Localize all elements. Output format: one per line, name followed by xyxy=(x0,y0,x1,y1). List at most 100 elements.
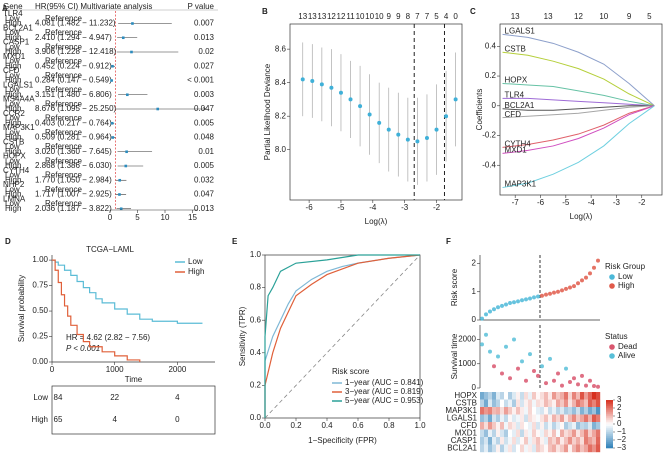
heat-cell xyxy=(564,429,569,438)
panel-letter: B xyxy=(262,7,268,16)
row-label: CFD xyxy=(461,421,478,430)
heat-cell xyxy=(532,392,537,400)
heat-cell xyxy=(512,429,517,438)
heat-cell xyxy=(592,399,597,408)
heat-cell xyxy=(544,392,549,400)
heat-cell xyxy=(560,407,565,415)
top-count: 12 xyxy=(574,12,583,21)
top-count: 9 xyxy=(396,12,401,21)
heat-cell xyxy=(588,429,593,438)
heat-cell xyxy=(552,429,557,438)
heat-cell xyxy=(580,437,585,445)
table-header: Gene xyxy=(3,2,23,11)
path-label: MXD1 xyxy=(505,145,528,154)
heat-cell xyxy=(524,407,529,415)
panel-letter: F xyxy=(446,237,451,246)
heat-cell xyxy=(568,429,573,438)
colorbar-step xyxy=(606,444,613,447)
point xyxy=(532,295,536,300)
level-label: High xyxy=(5,133,21,142)
heat-cell xyxy=(508,422,513,430)
heat-cell xyxy=(484,444,489,453)
heat-cell xyxy=(580,414,585,423)
point xyxy=(572,284,576,289)
heat-cell xyxy=(580,407,585,415)
hr-label: 3.906 (1.228 − 12.418) xyxy=(35,47,117,56)
hr-label: 3.151 (1.480 − 6.806) xyxy=(35,90,112,99)
point xyxy=(496,305,500,310)
hr-label: 1.717 (1.007 − 2.925) xyxy=(35,190,112,199)
level-label: High xyxy=(5,104,21,113)
heat-cell xyxy=(512,422,517,430)
colorbar-step xyxy=(606,442,613,445)
level-label: Low xyxy=(5,57,20,66)
heat-cell xyxy=(544,444,549,453)
hr-label: 1.770 (1.050 − 2.984) xyxy=(35,175,112,184)
heat-cell xyxy=(516,422,521,430)
at-risk-count: 4 xyxy=(112,415,117,424)
colorbar-step xyxy=(606,438,613,441)
heat-cell xyxy=(552,392,557,400)
point xyxy=(488,349,492,354)
gene-name: CYTH4 xyxy=(3,166,30,175)
x-tick-label: 0.6 xyxy=(352,421,364,430)
table-header: P value xyxy=(187,2,214,11)
y-tick-label: -0.2 xyxy=(482,131,496,140)
x-tick-label: 0.0 xyxy=(259,421,271,430)
cv-point xyxy=(444,114,449,119)
heat-cell xyxy=(504,407,509,415)
x-axis-label: Time xyxy=(125,375,143,384)
legend-label: 1−year (AUC = 0.841) xyxy=(345,378,424,387)
heat-cell xyxy=(524,422,529,430)
heat-cell xyxy=(480,399,485,408)
heat-cell xyxy=(552,407,557,415)
colorbar-step xyxy=(606,416,613,419)
heat-cell xyxy=(592,422,597,430)
heat-cell xyxy=(532,422,537,430)
colorbar-step xyxy=(606,426,613,429)
top-count: 12 xyxy=(327,12,336,21)
heat-cell xyxy=(584,422,589,430)
heat-cell xyxy=(560,392,565,400)
point xyxy=(504,344,508,349)
y-tick-label: 0.8 xyxy=(250,283,262,292)
p-value: < 0.001 xyxy=(187,76,214,85)
heat-cell xyxy=(480,392,485,400)
top-count: 4 xyxy=(444,12,449,21)
reference-label: Reference xyxy=(45,142,82,151)
heat-cell xyxy=(532,444,537,453)
top-count: 11 xyxy=(346,12,355,21)
point xyxy=(548,356,552,361)
heat-cell xyxy=(572,437,577,445)
at-risk-count: 4 xyxy=(175,393,180,402)
plot-frame xyxy=(289,23,463,201)
heat-cell xyxy=(528,429,533,438)
coef-path xyxy=(502,51,655,107)
heat-cell xyxy=(548,407,553,415)
heat-cell xyxy=(500,407,505,415)
heat-cell xyxy=(492,429,497,438)
cv-point xyxy=(424,135,429,140)
colorbar-step xyxy=(606,434,613,437)
heat-cell xyxy=(548,414,553,423)
heat-cell xyxy=(532,407,537,415)
heat-cell xyxy=(484,414,489,423)
legend-label: Dead xyxy=(618,342,637,351)
heat-cell xyxy=(496,392,501,400)
heat-cell xyxy=(496,399,501,408)
level-label: Low xyxy=(5,128,20,137)
risk-group-label: High xyxy=(32,415,48,424)
heat-cell xyxy=(520,429,525,438)
heat-cell xyxy=(548,399,553,408)
colorbar-step xyxy=(606,410,613,413)
hr-point xyxy=(110,121,114,125)
table-header: HR(95% CI) Multivariate analysis xyxy=(35,2,152,11)
diagonal xyxy=(264,254,421,419)
at-risk-count: 84 xyxy=(54,393,63,402)
hr-point xyxy=(118,193,121,196)
p-value: 0.007 xyxy=(194,19,215,28)
reference-label: Reference xyxy=(45,85,82,94)
heat-cell xyxy=(596,429,601,438)
heat-cell xyxy=(556,444,561,453)
gene-name: LMNA xyxy=(3,194,26,203)
